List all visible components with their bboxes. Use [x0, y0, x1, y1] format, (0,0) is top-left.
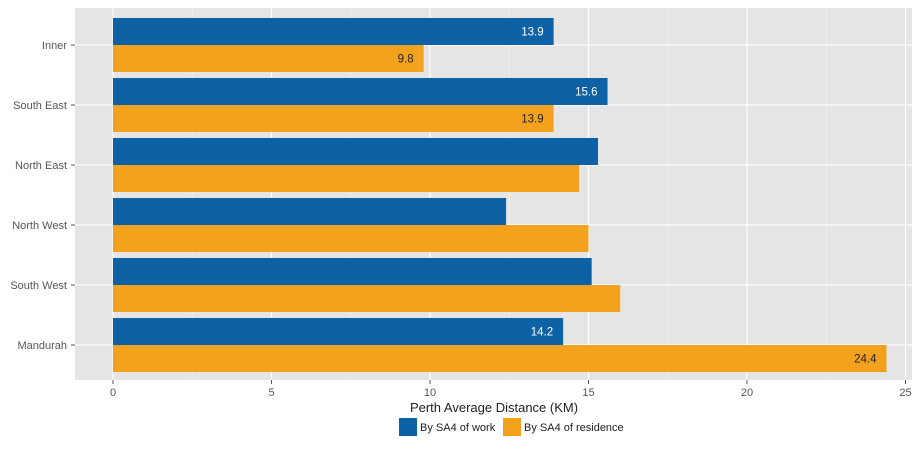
- y-tick-label: North East: [15, 160, 67, 172]
- data-labels: 13.9 15.6 14.2 9.8 13.9 24.4: [398, 27, 877, 366]
- x-axis-title: Perth Average Distance (KM): [410, 400, 578, 415]
- legend-key: [503, 418, 521, 436]
- y-tick-label: Mandurah: [17, 340, 67, 352]
- y-axis: Inner South East North East North West South…: [10, 40, 75, 352]
- data-label: 24.4: [854, 354, 877, 366]
- bar: [113, 285, 621, 312]
- legend-label: By SA4 of residence: [524, 422, 624, 434]
- legend-label: By SA4 of work: [420, 422, 496, 434]
- bar: [113, 165, 579, 192]
- y-tick-label: South West: [10, 280, 67, 292]
- x-tick-label: 20: [741, 387, 753, 399]
- data-label: 15.6: [575, 87, 597, 99]
- x-tick-label: 10: [424, 387, 436, 399]
- bar: [113, 198, 507, 225]
- x-tick-label: 0: [110, 387, 116, 399]
- y-tick-label: Inner: [42, 40, 67, 52]
- bar: [113, 78, 608, 105]
- bars: [113, 18, 887, 372]
- data-label: 13.9: [521, 114, 543, 126]
- bar: [113, 345, 887, 372]
- bar: [113, 18, 554, 45]
- x-tick-label: 15: [582, 387, 594, 399]
- x-tick-label: 25: [899, 387, 911, 399]
- x-tick-label: 5: [268, 387, 274, 399]
- data-label: 9.8: [398, 54, 414, 66]
- data-label: 14.2: [531, 327, 553, 339]
- x-axis: 0 5 10 15 20 25: [110, 380, 912, 399]
- legend-key: [399, 418, 417, 436]
- bar: [113, 225, 589, 252]
- y-tick-label: South East: [13, 100, 67, 112]
- y-tick-label: North West: [12, 220, 67, 232]
- bar: [113, 318, 564, 345]
- bar: [113, 258, 592, 285]
- legend: By SA4 of work By SA4 of residence: [399, 418, 624, 436]
- bar: [113, 105, 554, 132]
- bar: [113, 138, 599, 165]
- data-label: 13.9: [521, 27, 543, 39]
- bar: [113, 45, 424, 72]
